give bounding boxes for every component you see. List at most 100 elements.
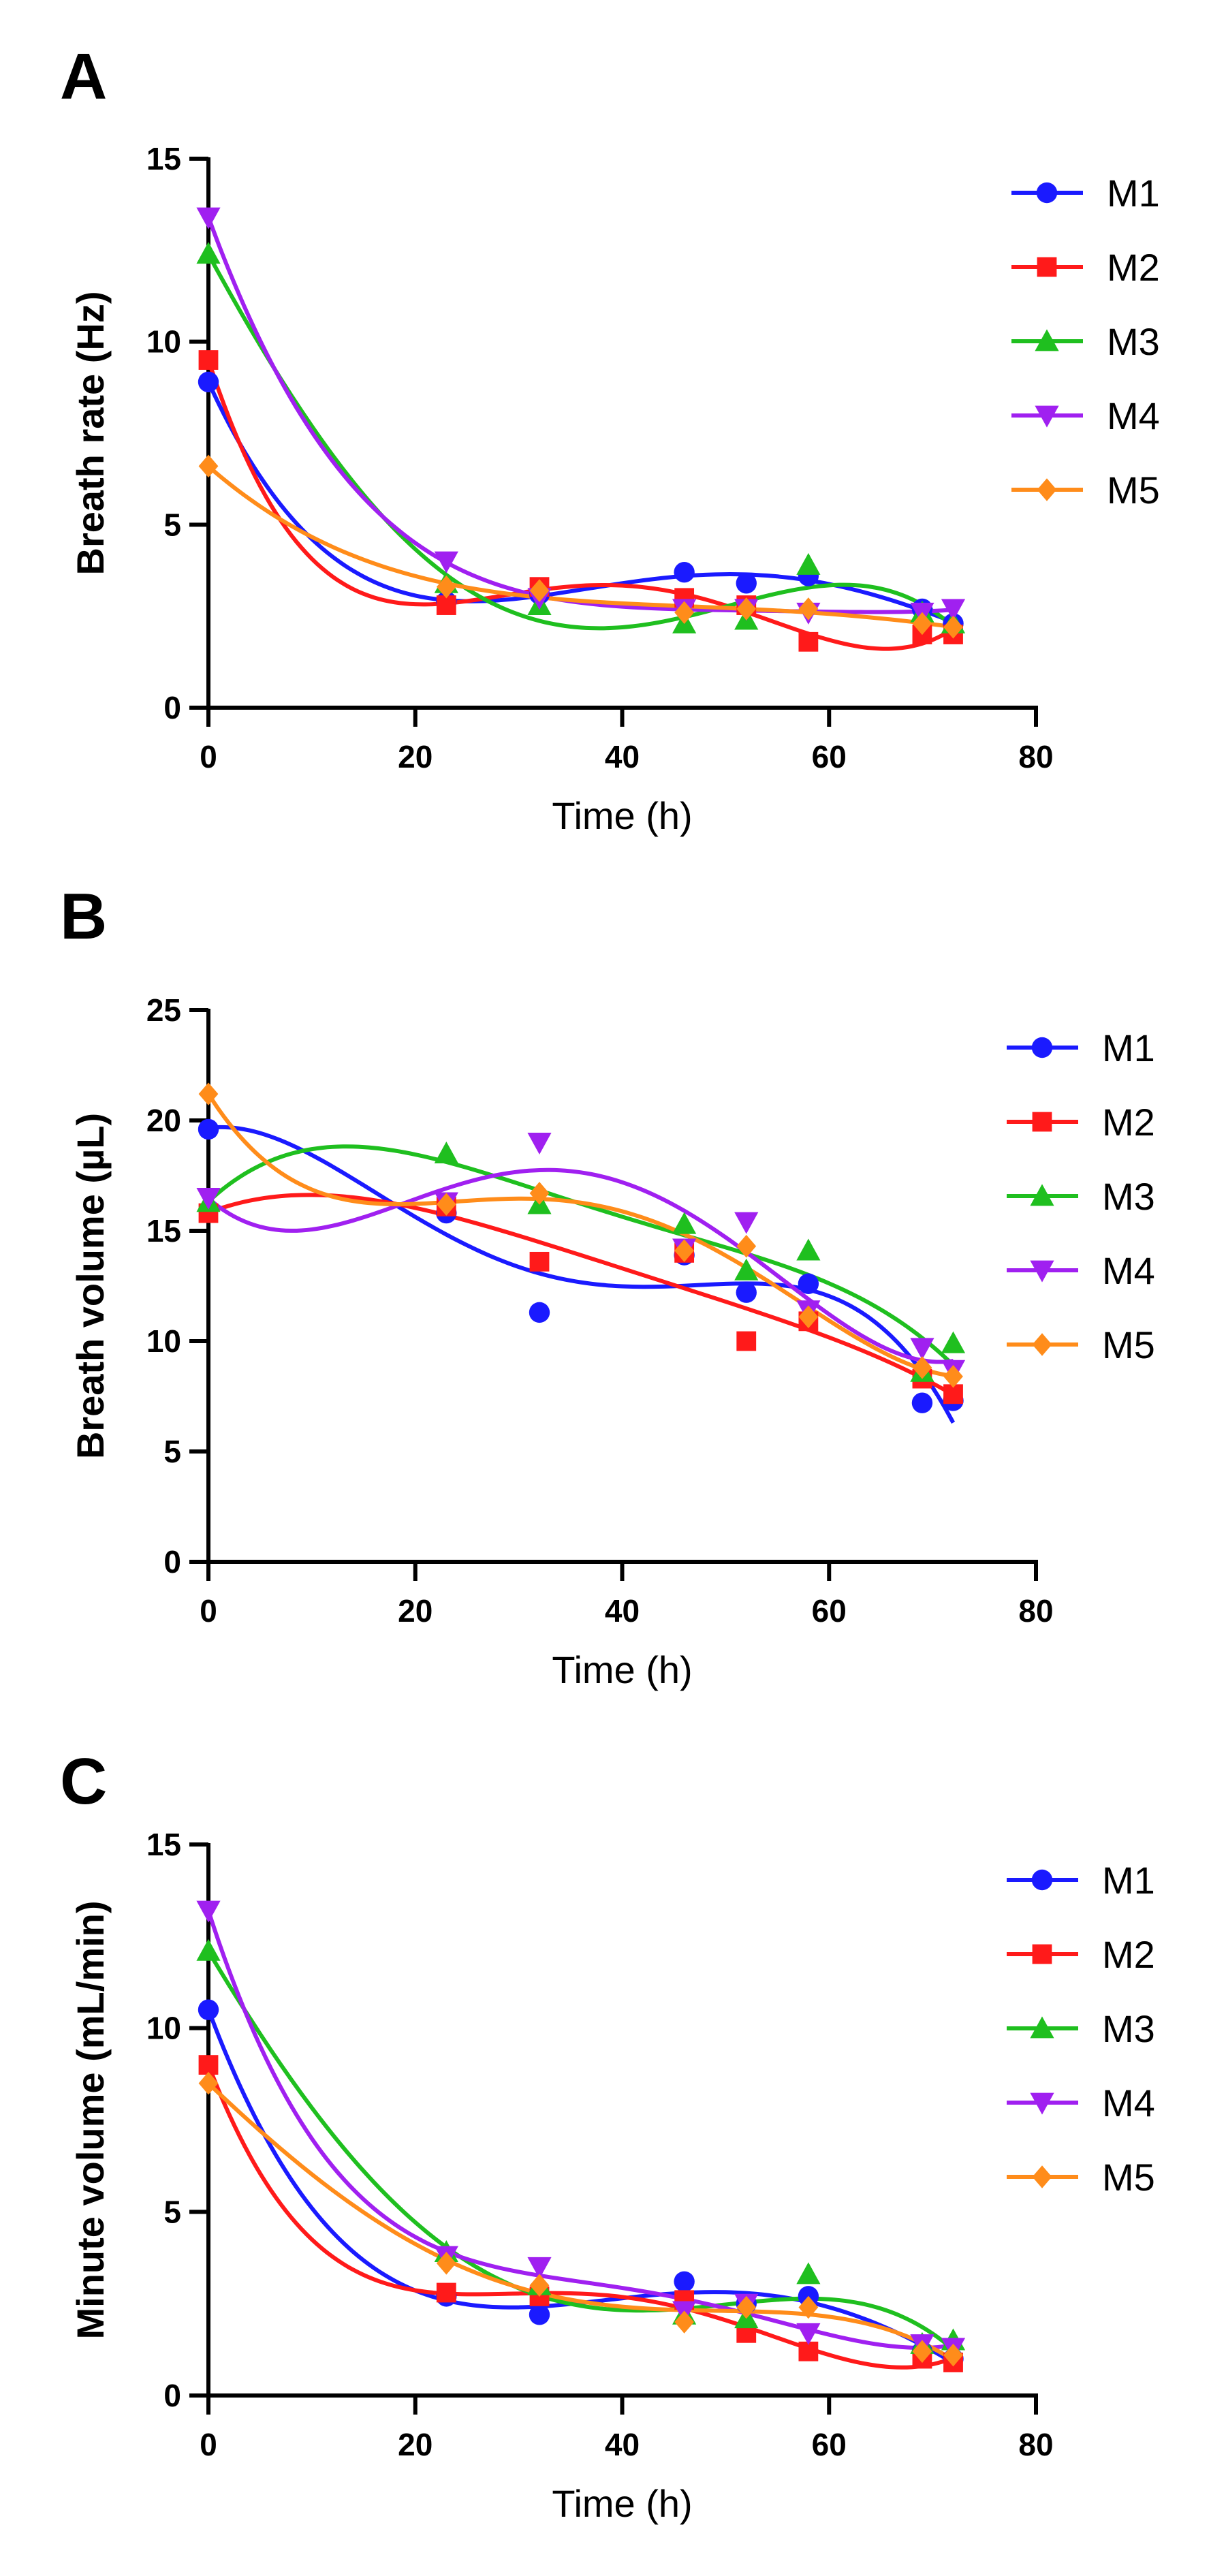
- y-tick-label-c: 10: [146, 2011, 181, 2046]
- x-axis-title-b: Time (h): [552, 1648, 692, 1691]
- data-point-b-m5: [198, 1082, 219, 1105]
- trend-line-b-m2: [207, 1193, 954, 1397]
- legend-marker-a-m4: [1035, 405, 1059, 428]
- legend-marker-b-m2: [1032, 1112, 1052, 1132]
- data-point-a-m2: [798, 631, 819, 652]
- data-point-b-m5: [736, 1234, 757, 1258]
- legend-marker-a-m2: [1037, 257, 1057, 277]
- data-point-a-m5: [674, 601, 695, 625]
- trend-line-c-m4: [206, 1910, 954, 2350]
- data-point-b-m5: [529, 1182, 550, 1205]
- data-point-c-m2: [436, 2282, 456, 2303]
- data-point-a-m1: [198, 371, 219, 392]
- y-tick-label-b: 15: [146, 1213, 181, 1248]
- x-tick-label-a: 20: [398, 739, 433, 774]
- legend-marker-c-m5: [1032, 2165, 1052, 2188]
- legend-marker-c-m1: [1031, 1869, 1053, 1891]
- data-point-a-m1: [674, 561, 695, 583]
- legend-item-a-m3: M3: [1011, 320, 1160, 363]
- data-point-a-m5: [943, 615, 963, 639]
- legend-item-b-m4: M4: [1007, 1249, 1155, 1292]
- trend-line-c-m5: [206, 2082, 955, 2362]
- data-point-a-m2: [436, 595, 456, 615]
- y-tick-label-a: 0: [163, 690, 181, 725]
- legend-item-c-m5: M5: [1007, 2156, 1155, 2199]
- data-point-a-m4: [434, 551, 458, 574]
- data-point-c-m5: [943, 2343, 963, 2367]
- legend-label-c-m5: M5: [1102, 2156, 1155, 2199]
- legend-label-a-m4: M4: [1107, 394, 1160, 437]
- y-axis-title-c: Minute volume (mL/min): [69, 1901, 112, 2340]
- trend-line-b-m5: [206, 1093, 954, 1379]
- data-point-b-m2: [529, 1251, 550, 1272]
- x-tick-label-a: 40: [605, 739, 640, 774]
- legend-item-a-m4: M4: [1011, 394, 1160, 437]
- x-tick-label-b: 0: [200, 1593, 217, 1629]
- y-tick-label-b: 10: [146, 1323, 181, 1359]
- trend-line-c-m3: [206, 1950, 955, 2351]
- data-point-a-m2: [198, 350, 219, 370]
- x-axis-title-c: Time (h): [552, 2482, 692, 2525]
- data-point-a-m3: [196, 242, 221, 264]
- legend-item-c-m4: M4: [1007, 2082, 1155, 2124]
- data-point-b-m4: [734, 1212, 759, 1234]
- data-point-b-m3: [941, 1331, 966, 1353]
- legend-item-b-m2: M2: [1007, 1101, 1155, 1144]
- legend-item-c-m1: M1: [1007, 1859, 1155, 1902]
- y-tick-label-c: 15: [146, 1827, 181, 1862]
- data-point-b-m5: [912, 1356, 932, 1379]
- data-point-c-m5: [912, 2340, 932, 2363]
- x-tick-label-c: 20: [398, 2427, 433, 2462]
- x-tick-label-b: 20: [398, 1593, 433, 1629]
- y-tick-label-b: 0: [163, 1544, 181, 1580]
- y-tick-label-b: 25: [146, 992, 181, 1028]
- data-point-b-m1: [198, 1118, 219, 1140]
- trend-line-c-m1: [206, 2009, 955, 2365]
- y-tick-label-b: 20: [146, 1103, 181, 1138]
- legend-label-c-m4: M4: [1102, 2082, 1155, 2124]
- legend-item-a-m1: M1: [1011, 172, 1160, 215]
- data-point-c-m2: [198, 2055, 219, 2075]
- chart-panel-b: B 0 5 10 15 20 25 0 20 40 60 80 Time (h) Breath volum…: [60, 880, 1155, 1691]
- y-tick-label-a: 5: [163, 507, 181, 542]
- trend-line-a-m3: [206, 253, 955, 631]
- data-point-c-m3: [196, 1938, 221, 1961]
- data-point-b-m5: [436, 1193, 456, 1216]
- data-point-b-m5: [943, 1365, 963, 1388]
- data-point-c-m4: [527, 2257, 552, 2279]
- x-tick-label-a: 0: [200, 739, 217, 774]
- legend-label-a-m5: M5: [1107, 469, 1160, 512]
- data-point-a-m3: [796, 552, 821, 575]
- legend-label-a-m1: M1: [1107, 172, 1160, 215]
- legend-label-b-m2: M2: [1102, 1101, 1155, 1144]
- legend-marker-a-m1: [1036, 182, 1058, 204]
- trend-line-b-m4: [207, 1167, 954, 1364]
- x-tick-label-a: 80: [1018, 739, 1053, 774]
- legend-marker-b-m1: [1031, 1037, 1053, 1058]
- x-tick-label-c: 40: [605, 2427, 640, 2462]
- data-point-c-m5: [798, 2295, 819, 2319]
- data-point-b-m3: [734, 1258, 759, 1281]
- legend-marker-a-m3: [1035, 329, 1059, 351]
- data-point-b-m1: [798, 1273, 819, 1294]
- trend-line-a-m5: [207, 465, 954, 629]
- data-point-c-m5: [436, 2252, 456, 2275]
- data-point-b-m4: [910, 1338, 934, 1360]
- panel-letter-b: B: [60, 880, 107, 953]
- y-axis-title-b: Breath volume (µL): [69, 1113, 112, 1459]
- legend-marker-c-m4: [1030, 2092, 1054, 2115]
- trend-line-c-m2: [206, 2064, 954, 2370]
- trend-line-b-m1: [208, 1125, 956, 1424]
- data-point-c-m1: [198, 1999, 219, 2020]
- data-point-c-m5: [674, 2310, 695, 2334]
- legend-marker-b-m5: [1032, 1333, 1052, 1356]
- legend-marker-b-m4: [1030, 1260, 1054, 1283]
- legend-marker-c-m2: [1032, 1944, 1052, 1964]
- data-point-c-m5: [198, 2071, 219, 2095]
- data-point-c-m1: [674, 2271, 695, 2293]
- data-point-a-m4: [196, 207, 221, 230]
- trend-line-a-m2: [206, 359, 955, 651]
- legend-label-b-m3: M3: [1102, 1175, 1155, 1218]
- legend-label-a-m2: M2: [1107, 246, 1160, 289]
- y-axis-title-a: Breath rate (Hz): [69, 292, 112, 576]
